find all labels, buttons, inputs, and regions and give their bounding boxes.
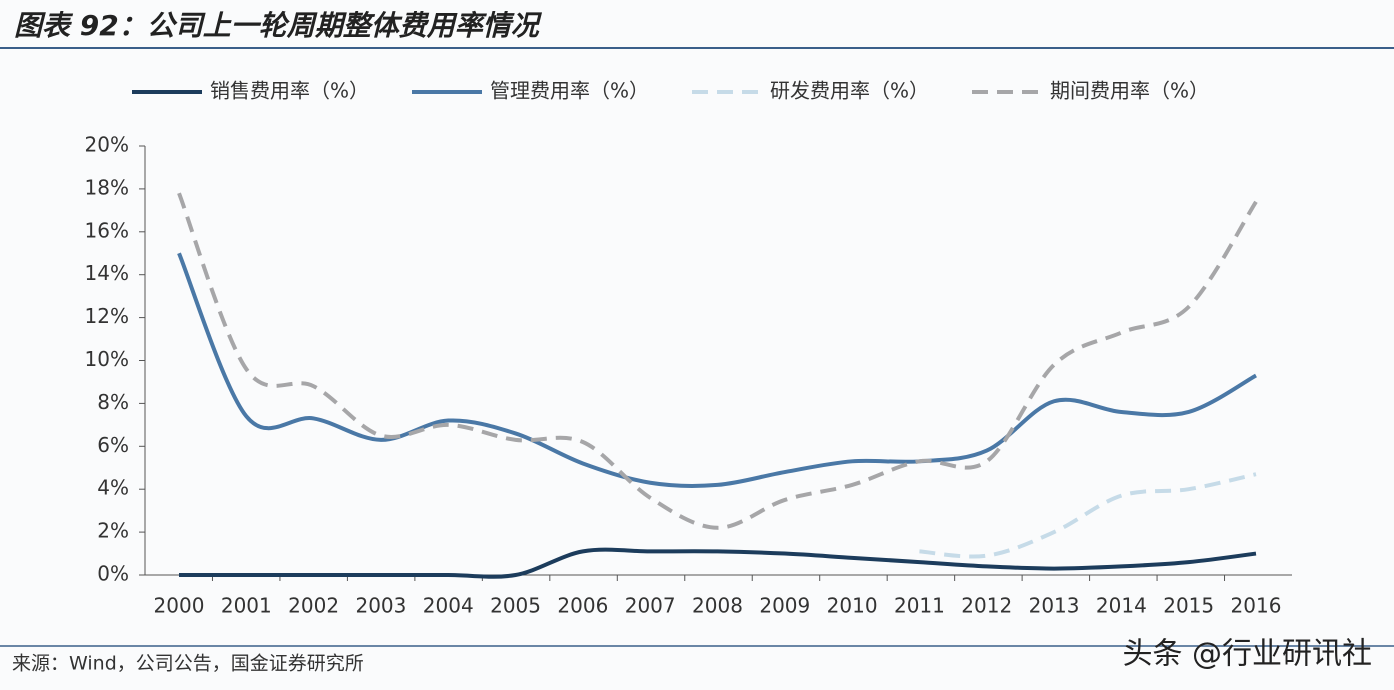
legend-label: 研发费用率（%） — [770, 79, 929, 103]
y-tick-label: 16% — [85, 218, 129, 242]
legend-label: 销售费用率（%） — [210, 79, 369, 103]
y-tick-label: 12% — [85, 304, 129, 328]
x-tick-label: 2007 — [625, 594, 676, 618]
y-tick-label: 6% — [97, 433, 129, 457]
x-tick-label: 2003 — [355, 594, 406, 618]
series-line — [177, 192, 1258, 530]
x-tick-label: 2012 — [961, 594, 1012, 618]
x-tick-label: 2011 — [894, 594, 945, 618]
x-tick-label: 2013 — [1029, 594, 1080, 618]
series-line — [179, 547, 1257, 579]
y-tick-label: 4% — [97, 476, 129, 500]
legend-label: 期间费用率（%） — [1050, 79, 1209, 103]
x-tick-label: 2008 — [692, 594, 743, 618]
legend-label: 管理费用率（%） — [490, 79, 649, 103]
x-tick-label: 2005 — [490, 594, 541, 618]
series-line — [177, 252, 1257, 488]
x-tick-label: 2001 — [221, 594, 272, 618]
x-tick-label: 2006 — [557, 594, 608, 618]
series-line — [919, 472, 1257, 559]
chart-title: 图表 92：公司上一轮周期整体费用率情况 — [14, 9, 543, 42]
watermark: 头条 @行业研讯社 — [1122, 637, 1372, 672]
y-tick-label: 20% — [85, 133, 129, 157]
y-tick-label: 0% — [97, 562, 129, 586]
source: 来源：Wind，公司公告，国金证券研究所 — [12, 653, 364, 675]
x-tick-label: 2015 — [1163, 594, 1214, 618]
x-tick-label: 2010 — [827, 594, 878, 618]
x-tick-label: 2016 — [1231, 594, 1282, 618]
x-tick-label: 2002 — [288, 594, 339, 618]
y-tick-label: 10% — [85, 347, 129, 371]
x-tick-label: 2000 — [154, 594, 205, 618]
x-tick-label: 2004 — [423, 594, 474, 618]
x-tick-label: 2009 — [759, 594, 810, 618]
y-tick-label: 2% — [97, 519, 129, 543]
y-tick-label: 8% — [97, 390, 129, 414]
x-tick-label: 2014 — [1096, 594, 1147, 618]
y-tick-label: 18% — [85, 175, 129, 199]
y-tick-label: 14% — [85, 261, 129, 285]
